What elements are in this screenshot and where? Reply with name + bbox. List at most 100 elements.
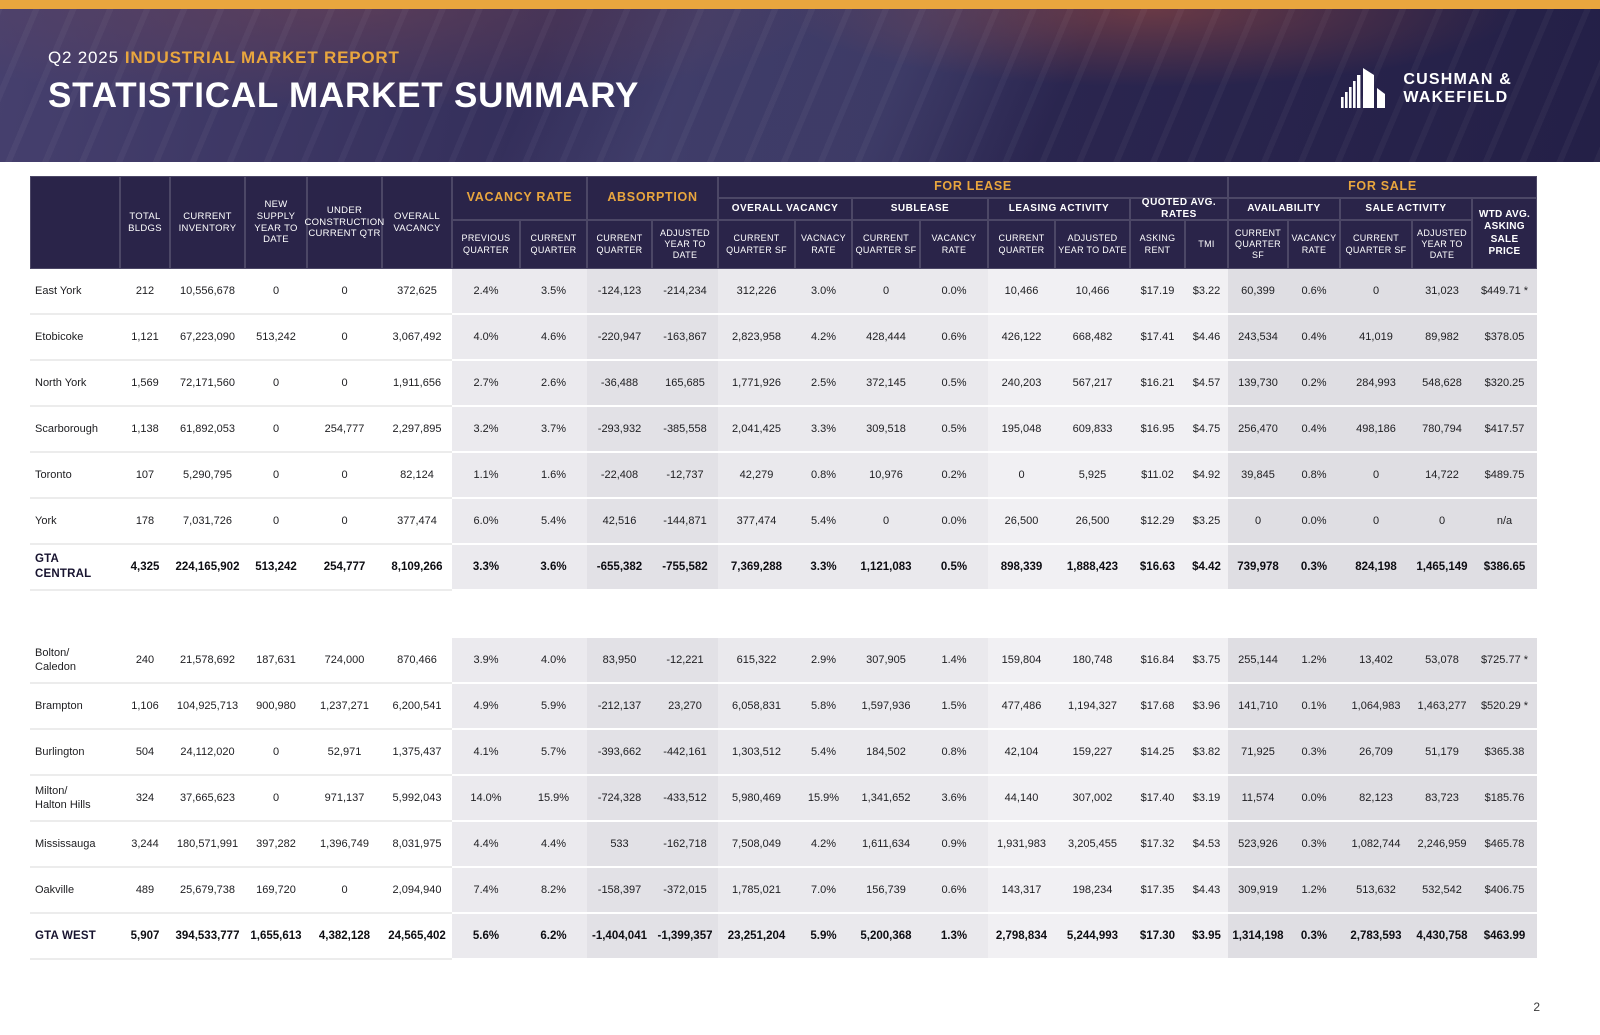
table-cell: 8,109,266 — [382, 545, 452, 591]
table-cell: 184,502 — [852, 730, 920, 776]
cushman-wakefield-bars-icon — [1341, 64, 1393, 113]
region-label: GTA WEST — [30, 914, 120, 960]
table-header: TOTAL BLDGS CURRENT INVENTORY NEW SUPPLY… — [30, 176, 1537, 269]
section-gap — [30, 591, 1537, 638]
table-cell: -433,512 — [652, 776, 718, 822]
table-cell: 198,234 — [1055, 868, 1130, 914]
table-cell: 0.0% — [1288, 499, 1340, 545]
table-cell: 2,041,425 — [718, 407, 795, 453]
table-cell: 0.5% — [920, 545, 988, 591]
table-cell: $3.19 — [1185, 776, 1228, 822]
table-cell: 3,067,492 — [382, 315, 452, 361]
table-cell: 0 — [245, 453, 307, 499]
table-cell: 498,186 — [1340, 407, 1412, 453]
table-cell: 2,798,834 — [988, 914, 1055, 960]
report-name: INDUSTRIAL MARKET REPORT — [124, 48, 400, 67]
table-cell: 0 — [245, 730, 307, 776]
table-cell: 14.0% — [452, 776, 520, 822]
table-cell: 61,892,053 — [170, 407, 245, 453]
region-label: Mississauga — [30, 822, 120, 868]
table-cell: 25,679,738 — [170, 868, 245, 914]
table-cell: 3,205,455 — [1055, 822, 1130, 868]
table-cell: -393,662 — [587, 730, 652, 776]
table-cell: 824,198 — [1340, 545, 1412, 591]
table-cell: 42,279 — [718, 453, 795, 499]
table-cell: 0 — [852, 269, 920, 315]
table-cell: 372,625 — [382, 269, 452, 315]
corner-cell — [30, 176, 120, 269]
table-cell: 5.4% — [520, 499, 587, 545]
report-eyebrow: Q2 2025 INDUSTRIAL MARKET REPORT — [48, 48, 639, 68]
report-quarter: Q2 2025 — [48, 48, 119, 67]
table-cell: 3.6% — [520, 545, 587, 591]
table-row: GTA WEST 5,907 394,533,777 1,655,613 4,382,1… — [30, 914, 1537, 960]
top-accent-bar — [0, 0, 1600, 9]
table-cell: 309,518 — [852, 407, 920, 453]
table-cell: 44,140 — [988, 776, 1055, 822]
subcol-header: ASKING RENT — [1130, 220, 1185, 269]
table-cell: 1,465,149 — [1412, 545, 1472, 591]
table-cell: 0 — [245, 776, 307, 822]
table-cell: 0.6% — [1288, 269, 1340, 315]
region-label: York — [30, 499, 120, 545]
table-cell: -724,328 — [587, 776, 652, 822]
subcol-header: VACANCY RATE — [920, 220, 988, 269]
table-cell: 82,123 — [1340, 776, 1412, 822]
table-cell: 3.7% — [520, 407, 587, 453]
table-cell: $725.77 * — [1472, 638, 1537, 684]
table-cell: -1,399,357 — [652, 914, 718, 960]
table-cell: $386.65 — [1472, 545, 1537, 591]
table-cell: -144,871 — [652, 499, 718, 545]
subgroup-leasing-activity: LEASING ACTIVITY — [988, 198, 1130, 220]
table-cell: 1,569 — [120, 361, 170, 407]
table-cell: 533 — [587, 822, 652, 868]
table-cell: 24,565,402 — [382, 914, 452, 960]
table-cell: 5,992,043 — [382, 776, 452, 822]
table-cell: 5.8% — [795, 684, 852, 730]
col-header-current-inventory: CURRENT INVENTORY — [170, 176, 245, 269]
table-cell: 0.4% — [1288, 407, 1340, 453]
table-cell: 0.9% — [920, 822, 988, 868]
table-cell: 5.9% — [520, 684, 587, 730]
table-cell: 1,138 — [120, 407, 170, 453]
table-cell: 254,777 — [307, 545, 382, 591]
table-cell: 0 — [1228, 499, 1288, 545]
table-cell: 1,375,437 — [382, 730, 452, 776]
table-cell: 15.9% — [520, 776, 587, 822]
table-cell: 724,000 — [307, 638, 382, 684]
table-cell: 8.2% — [520, 868, 587, 914]
table-cell: 0 — [307, 453, 382, 499]
table-cell: $4.46 — [1185, 315, 1228, 361]
group-header-for-sale: FOR SALE — [1228, 176, 1537, 198]
table-row: Mississauga 3,244 180,571,991 397,282 1,396,… — [30, 822, 1537, 868]
table-cell: 26,500 — [988, 499, 1055, 545]
table-cell: 1,611,634 — [852, 822, 920, 868]
table-cell: 195,048 — [988, 407, 1055, 453]
table-cell: 1,303,512 — [718, 730, 795, 776]
table-body: East York 212 10,556,678 0 0 372,625 2.4% 3.5% -… — [30, 269, 1537, 960]
table-cell: 567,217 — [1055, 361, 1130, 407]
table-cell: 2.5% — [795, 361, 852, 407]
table-cell: $3.25 — [1185, 499, 1228, 545]
table-cell: 0.1% — [1288, 684, 1340, 730]
table-row: Scarborough 1,138 61,892,053 0 254,777 2,297,… — [30, 407, 1537, 453]
table-cell: 13,402 — [1340, 638, 1412, 684]
table-cell: $17.35 — [1130, 868, 1185, 914]
table-cell: $365.38 — [1472, 730, 1537, 776]
page-number: 2 — [1533, 1000, 1540, 1014]
table-cell: 1,463,277 — [1412, 684, 1472, 730]
table-cell: 5.6% — [452, 914, 520, 960]
table-cell: $4.75 — [1185, 407, 1228, 453]
table-row: East York 212 10,556,678 0 0 372,625 2.4% 3.5% -… — [30, 269, 1537, 315]
table-cell: $320.25 — [1472, 361, 1537, 407]
table-cell: 532,542 — [1412, 868, 1472, 914]
table-cell: 2.7% — [452, 361, 520, 407]
table-cell: 42,104 — [988, 730, 1055, 776]
table-cell: $185.76 — [1472, 776, 1537, 822]
table-cell: 307,905 — [852, 638, 920, 684]
table-cell: -214,234 — [652, 269, 718, 315]
table-cell: 372,145 — [852, 361, 920, 407]
subcol-header: ADJUSTED YEAR TO DATE — [1412, 220, 1472, 269]
table-cell: $12.29 — [1130, 499, 1185, 545]
region-label: Burlington — [30, 730, 120, 776]
